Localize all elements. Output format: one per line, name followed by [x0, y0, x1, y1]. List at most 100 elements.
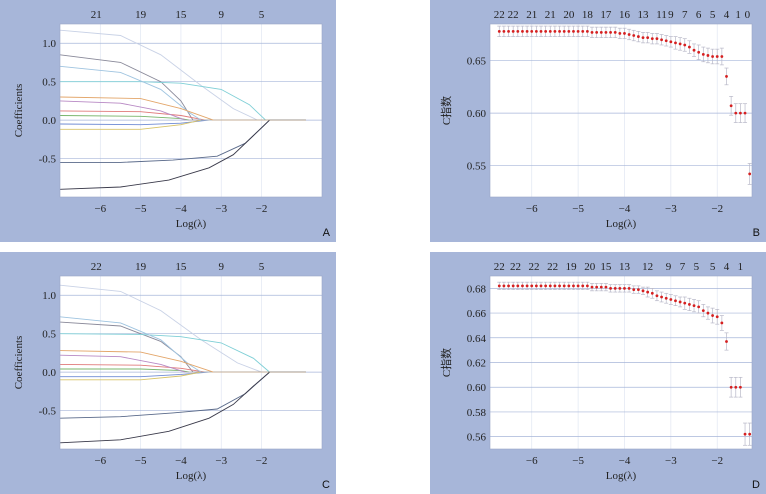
cindex-point: [595, 285, 599, 289]
cindex-point: [511, 284, 515, 288]
cindex-point: [748, 172, 752, 176]
top-count-label: 15: [175, 261, 187, 273]
cindex-point: [692, 48, 696, 52]
cindex-point: [604, 285, 608, 289]
y-axis-label: Coefficients: [13, 84, 25, 138]
top-count-label: 7: [682, 9, 688, 21]
coefficient-path: [59, 96, 214, 121]
top-count-label: 1: [735, 9, 741, 21]
cindex-point: [669, 40, 673, 44]
top-count-label: 22: [494, 261, 505, 273]
cindex-point: [646, 290, 650, 294]
top-count-label: 22: [91, 261, 102, 273]
cindex-point: [729, 385, 733, 389]
cindex-point: [502, 284, 506, 288]
x-tick-label: −2: [256, 455, 268, 467]
x-axis-label: Log(λ): [176, 470, 207, 482]
cindex-point: [516, 284, 520, 288]
cindex-point: [664, 296, 668, 300]
y-tick-label: 0.65: [467, 56, 487, 68]
cindex-point: [507, 29, 510, 33]
x-tick-label: −6: [526, 203, 538, 215]
cindex-point: [581, 284, 585, 288]
cindex-point: [729, 104, 733, 108]
cindex-point: [632, 288, 636, 291]
panel-letter: C: [322, 479, 330, 491]
cindex-point: [572, 29, 575, 33]
top-count-label: 21: [526, 9, 537, 21]
panel-d: 0.56 0.58 0.60 0.62 0.64 0.66 0.68 −6 −5 −4 −3 −2 22…: [430, 252, 766, 494]
cindex-point: [548, 284, 552, 288]
top-count-label: 5: [694, 261, 700, 273]
top-count-label: 9: [666, 261, 672, 273]
cindex-point: [609, 30, 612, 34]
cindex-point: [595, 30, 599, 34]
chart-a: -0.5 0.0 0.5 1.0 −6 −5 −4 −3 −2 21 19 15 9 5 Log(λ) Coe…: [13, 9, 331, 239]
cindex-point: [725, 75, 728, 78]
cindex-point: [641, 289, 645, 293]
cindex-point: [534, 284, 538, 288]
coefficient-path: [59, 284, 262, 373]
cindex-point: [521, 284, 524, 288]
coefficient-path: [59, 354, 186, 373]
plot-frame: [489, 275, 753, 450]
x-tick-label: −3: [665, 455, 677, 467]
y-tick-label: -0.5: [39, 154, 57, 166]
cindex-point: [687, 45, 691, 49]
x-tick-label: −4: [175, 455, 187, 467]
top-count-label: 4: [724, 261, 730, 273]
y-tick-label: 1.0: [42, 38, 56, 50]
coefficient-path: [59, 371, 270, 444]
cindex-point: [739, 111, 742, 115]
panel-a: -0.5 0.0 0.5 1.0 −6 −5 −4 −3 −2 21 19 15 9 5 Log(λ) Coe…: [0, 0, 336, 242]
cindex-point: [581, 29, 585, 33]
cindex-point: [627, 33, 631, 36]
cindex-point: [539, 284, 543, 288]
cindex-point: [497, 29, 501, 33]
cindex-point: [678, 42, 682, 46]
cindex-point: [706, 54, 710, 57]
top-count-label: 12: [642, 261, 653, 273]
x-axis-label: Log(λ): [606, 218, 637, 230]
y-tick-label: 0.5: [42, 77, 56, 89]
cindex-point: [646, 36, 650, 40]
cindex-point: [660, 295, 663, 299]
cindex-point: [525, 29, 529, 33]
cindex-point: [655, 294, 659, 298]
cindex-point: [692, 304, 696, 308]
coefficient-path: [59, 100, 186, 121]
plot-area: [60, 276, 322, 449]
cindex-point: [604, 30, 608, 34]
top-count-label: 19: [135, 9, 147, 21]
cindex-point: [502, 29, 506, 33]
top-count-label: 19: [135, 261, 147, 273]
y-tick-label: 0.56: [467, 432, 487, 444]
top-count-label: 13: [638, 9, 650, 21]
cindex-point: [683, 301, 687, 305]
cindex-point: [618, 32, 622, 35]
cindex-point: [734, 111, 738, 115]
cindex-point: [585, 29, 589, 33]
x-axis-label: Log(λ): [606, 470, 637, 482]
y-tick-label: 0.60: [467, 382, 487, 394]
cindex-point: [553, 284, 557, 288]
cindex-point: [715, 315, 719, 319]
cindex-point: [734, 385, 738, 389]
x-tick-label: −4: [175, 203, 187, 215]
cindex-point: [664, 39, 668, 43]
x-tick-label: −2: [711, 203, 723, 215]
cindex-point: [627, 286, 631, 290]
cindex-point: [711, 314, 714, 317]
cindex-point: [511, 29, 515, 33]
top-count-label: 5: [710, 9, 716, 21]
cindex-point: [636, 288, 640, 291]
cindex-point: [609, 286, 612, 290]
coefficient-path: [59, 350, 214, 373]
coefficient-path: [60, 371, 202, 381]
cindex-point: [739, 385, 742, 389]
cindex-point: [572, 284, 575, 288]
cindex-point: [539, 29, 543, 33]
y-axis-label: C指数: [439, 348, 453, 377]
cindex-point: [623, 286, 626, 290]
x-tick-label: −5: [572, 455, 584, 467]
